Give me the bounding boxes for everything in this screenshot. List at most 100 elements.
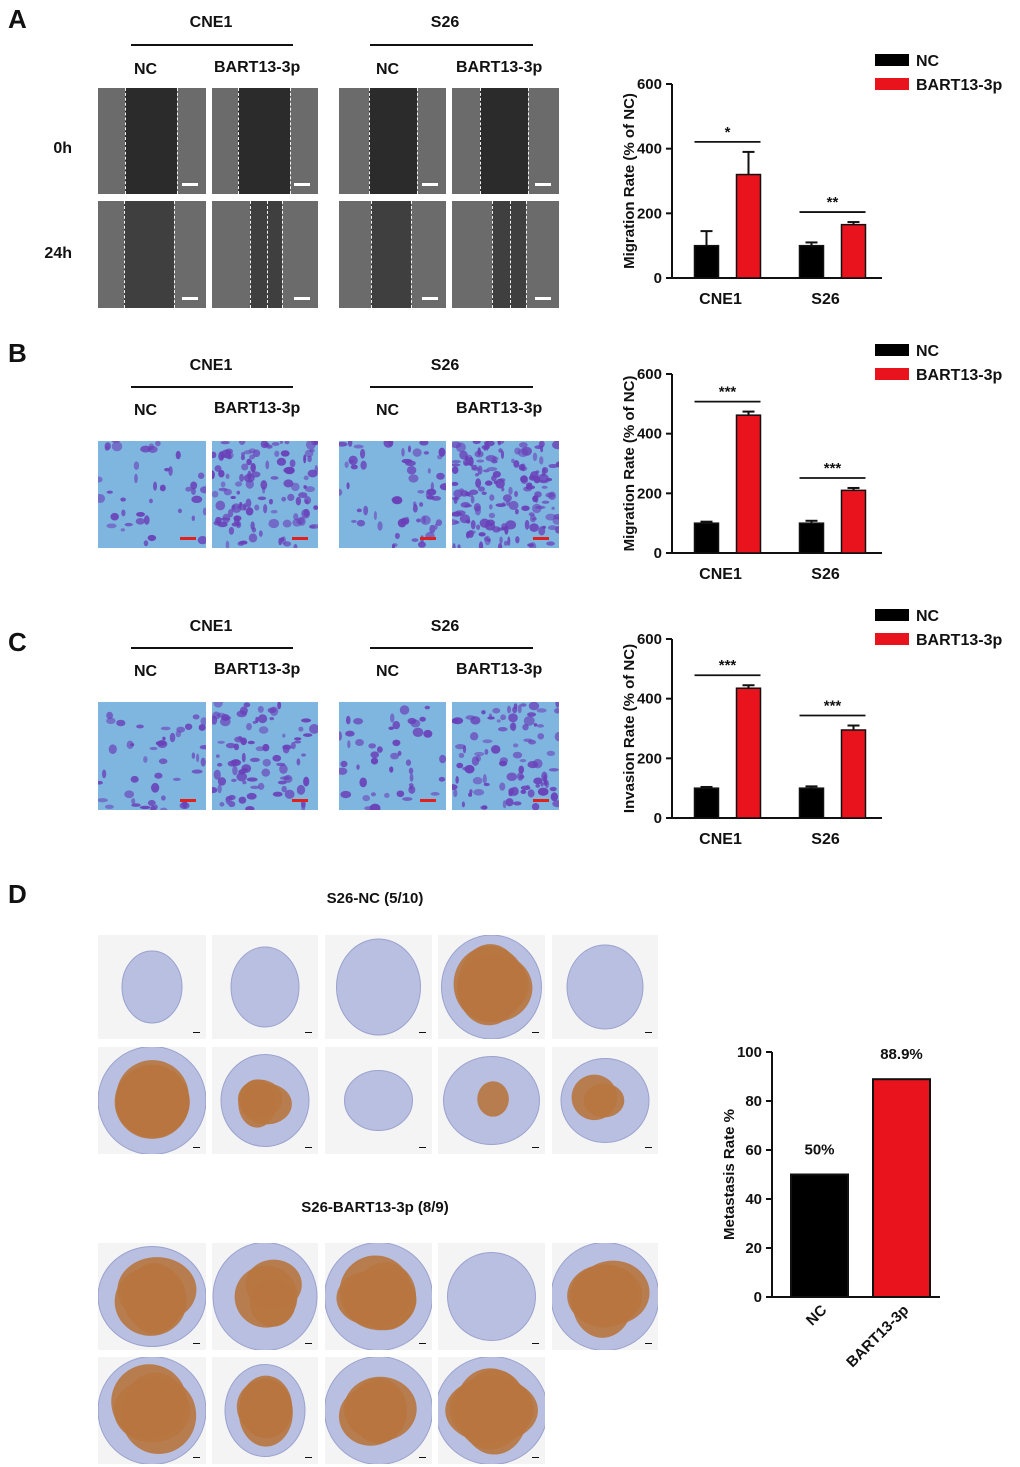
stained-cell	[106, 490, 113, 494]
ihc-lymph-node-image	[325, 1357, 432, 1464]
stained-cell	[484, 748, 489, 755]
stained-cell	[389, 766, 394, 773]
stained-cell	[237, 505, 242, 509]
stained-cell	[345, 715, 351, 725]
stained-cell	[304, 449, 314, 458]
stained-cell	[281, 785, 287, 793]
stained-cell	[305, 486, 315, 493]
stained-cell	[339, 441, 348, 447]
condition-label-bart: BART13-3p	[214, 400, 301, 417]
stained-cell	[422, 515, 426, 524]
y-tick-label: 0	[654, 810, 662, 827]
stained-cell	[555, 461, 559, 468]
stained-cell	[110, 512, 119, 521]
stained-cell	[339, 767, 348, 775]
bar-bart13-3p	[735, 173, 762, 279]
stained-cell	[294, 740, 302, 744]
stained-cell	[231, 522, 241, 527]
stained-cell	[218, 469, 225, 478]
stained-cell	[397, 750, 402, 756]
y-tick-label: 400	[637, 426, 662, 443]
stained-cell	[246, 792, 257, 800]
stained-cell	[348, 455, 358, 466]
stained-cell	[529, 514, 536, 523]
significance-label: ***	[719, 384, 737, 401]
stained-cell	[235, 481, 243, 487]
stained-cell	[268, 518, 280, 529]
stained-cell	[549, 786, 557, 792]
stained-cell	[490, 745, 501, 754]
stained-cell	[486, 466, 498, 472]
stained-cell	[303, 485, 307, 489]
stained-cell	[536, 724, 545, 728]
stained-cell	[460, 501, 471, 508]
stained-cell	[370, 757, 379, 765]
stained-cell	[120, 497, 126, 502]
condition-label-bart: BART13-3p	[214, 661, 301, 678]
panel-letter-d: D	[8, 879, 27, 909]
stained-cell	[405, 460, 416, 467]
legend-swatch	[875, 54, 909, 66]
stained-cell	[98, 476, 103, 483]
stained-cell	[344, 461, 349, 469]
stained-cell	[213, 520, 221, 526]
stained-cell	[303, 454, 307, 464]
stained-cell	[513, 801, 522, 806]
stained-cell	[492, 456, 499, 462]
legend-label: BART13-3p	[916, 77, 1002, 94]
stained-cell	[295, 496, 302, 506]
stained-cell	[514, 508, 519, 515]
stained-cell	[406, 465, 417, 475]
stained-cell	[508, 500, 519, 510]
stained-cell	[131, 803, 141, 807]
stained-cell	[492, 526, 501, 533]
stained-cell	[400, 517, 410, 525]
stained-cell	[177, 508, 183, 514]
stained-cell	[248, 533, 258, 543]
y-tick-label: 200	[637, 485, 662, 502]
stained-cell	[246, 458, 252, 466]
stained-cell	[484, 480, 493, 486]
stained-cell	[282, 733, 286, 738]
stained-cell	[410, 719, 421, 728]
stained-cell	[468, 489, 479, 495]
stained-cell	[271, 442, 280, 446]
stained-cell	[409, 773, 414, 782]
ihc-lymph-node-image	[438, 1357, 545, 1464]
value-label: 88.9%	[880, 1046, 923, 1063]
stained-cell	[158, 758, 168, 765]
stained-cell	[408, 767, 414, 775]
stained-cell	[147, 534, 157, 542]
stained-cell	[164, 467, 170, 472]
x-tick-label: S26	[811, 831, 840, 848]
stained-cell	[231, 504, 236, 510]
ihc-lymph-node-image	[325, 1243, 432, 1350]
significance-label: ***	[719, 657, 737, 674]
stained-cell	[191, 515, 196, 522]
stained-cell	[356, 764, 360, 770]
stained-cell	[241, 452, 246, 457]
significance-label: **	[827, 194, 839, 211]
stained-cell	[267, 707, 277, 713]
stained-cell	[301, 509, 311, 519]
stained-cell	[478, 532, 486, 537]
stained-cell	[368, 743, 376, 749]
stained-cell	[104, 445, 110, 451]
metastatic-region	[238, 1079, 276, 1128]
stained-cell	[482, 739, 493, 744]
stained-cell	[417, 490, 425, 494]
stained-cell	[462, 745, 467, 754]
stained-cell	[474, 751, 485, 757]
stained-cell	[124, 522, 133, 527]
stained-cell	[530, 471, 539, 480]
stained-cell	[548, 463, 558, 469]
stained-cell	[287, 493, 295, 502]
stained-cell	[462, 458, 470, 467]
stained-cell	[262, 758, 271, 767]
stained-cell	[269, 717, 275, 721]
stained-cell	[313, 505, 318, 510]
stained-cell	[362, 795, 371, 802]
stained-cell	[465, 519, 470, 524]
stained-cell	[272, 791, 283, 797]
stained-cell	[202, 507, 206, 516]
